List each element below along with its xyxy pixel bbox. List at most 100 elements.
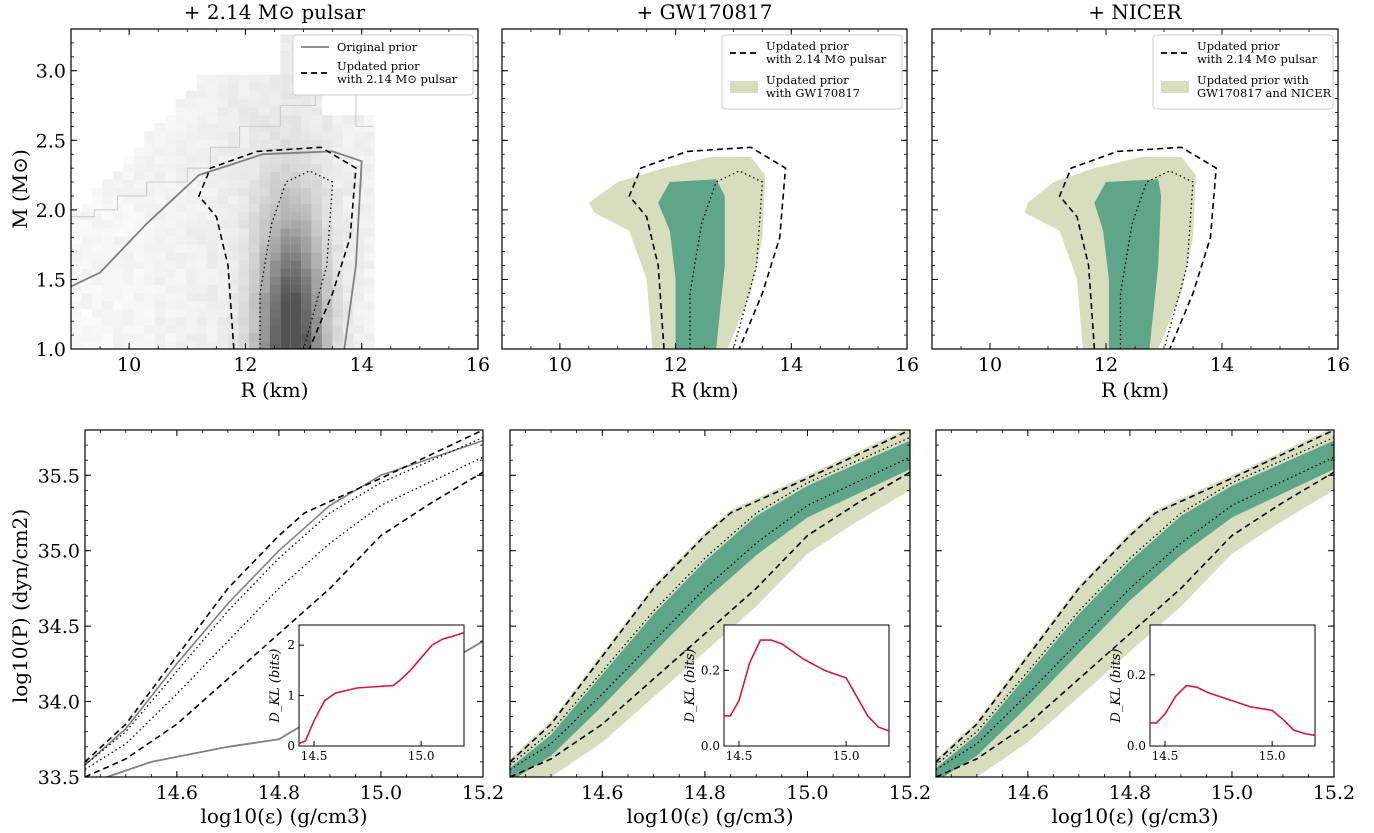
mr-pulsar-density-cell <box>91 244 103 253</box>
mr-gw-xtick-label: 12 <box>663 354 687 376</box>
mr-pulsar-density-cell <box>165 211 176 221</box>
mr-pulsar-density-cell <box>133 244 145 253</box>
mr-pulsar-density-cell <box>217 236 228 245</box>
mr-pulsar-density-cell <box>186 284 197 293</box>
mr-pulsar-density-cell <box>259 252 270 261</box>
mr-pulsar-density-cell <box>71 332 82 342</box>
mr-pulsar-density-cell <box>112 236 124 245</box>
mr-pulsar-updated-90 <box>197 146 357 350</box>
mr-pulsar-density-cell <box>238 123 249 132</box>
mr-pulsar-density-cell <box>290 155 302 164</box>
mr-pulsar-density-cell <box>144 260 155 269</box>
mr-pulsar-density-cell <box>248 308 260 318</box>
mr-pulsar-density-cell <box>81 228 92 237</box>
mr-pulsar-density-cell <box>228 139 239 148</box>
mr-pulsar-density-cell <box>343 236 354 245</box>
mr-pulsar-density-cell <box>123 292 134 302</box>
mr-pulsar-density-cell <box>248 252 260 261</box>
mr-pulsar-density-cell <box>165 300 176 310</box>
mr-pulsar-density-cell <box>238 147 249 156</box>
mr-pulsar-density-cell <box>248 203 260 213</box>
mr-pulsar-density-cell <box>269 324 281 334</box>
mr-pulsar-density-cell <box>207 324 218 334</box>
eos-nicer-xtick-label: 14.8 <box>1109 782 1151 804</box>
mr-pulsar-density-cell <box>123 268 134 277</box>
mr-pulsar-density-cell <box>217 228 228 237</box>
mr-pulsar-density-cell <box>186 179 197 189</box>
mr-pulsar-density-cell <box>311 316 323 326</box>
mr-pulsar-density-cell <box>175 179 187 189</box>
mr-pulsar-density-cell <box>238 74 249 84</box>
mr-pulsar-density-cell <box>290 308 302 318</box>
mr-pulsar-density-cell <box>332 187 344 197</box>
mr-pulsar-density-cell <box>238 292 249 302</box>
mr-pulsar-density-cell <box>133 260 145 269</box>
mr-pulsar-density-cell <box>364 276 375 285</box>
mr-pulsar-density-cell <box>290 292 302 302</box>
mr-pulsar-density-cell <box>259 300 270 310</box>
mr-pulsar-density-cell <box>217 276 228 285</box>
eos-pulsar-upper-dashed <box>85 430 483 763</box>
mr-pulsar-density-cell <box>364 155 375 164</box>
mr-gw-legend-label: Updated prior <box>766 73 849 87</box>
mr-pulsar-density-cell <box>269 332 281 342</box>
mr-pulsar-density-cell <box>332 228 344 237</box>
mr-pulsar-density-cell <box>186 107 197 116</box>
mr-pulsar-density-cell <box>269 244 281 253</box>
mr-pulsar-density-cell <box>217 74 228 84</box>
mr-pulsar-density-cell <box>343 292 354 302</box>
mr-pulsar-density-cell <box>269 131 281 140</box>
mr-pulsar-density-cell <box>207 98 218 108</box>
mr-pulsar-density-cell <box>311 268 323 277</box>
mr-pulsar-density-cell <box>332 260 344 269</box>
mr-pulsar-density-cell <box>112 300 124 310</box>
mr-pulsar-density-cell <box>154 147 166 156</box>
mr-gw-legend-box <box>721 34 903 110</box>
mr-pulsar-density-cell <box>123 220 134 229</box>
mr-pulsar-density-cell <box>311 187 323 197</box>
mr-pulsar-density-cell <box>259 147 270 156</box>
mr-pulsar-density-cell <box>123 155 134 164</box>
mr-pulsar-density-cell <box>217 155 228 164</box>
mr-pulsar-density-cell <box>364 341 375 350</box>
mr-pulsar-density-cell <box>280 292 291 302</box>
mr-pulsar-density-cell <box>248 147 260 156</box>
eos-gw-lower-dotted <box>510 456 910 771</box>
mr-pulsar-density-cell <box>175 98 187 108</box>
mr-pulsar-density-cell <box>186 324 197 334</box>
mr-gw-xtick-label: 14 <box>779 354 803 376</box>
eos-nicer-inset-ytick-label: 0.2 <box>1127 668 1146 682</box>
mr-pulsar-density-cell <box>102 252 113 261</box>
mr-pulsar-density-cell <box>165 292 176 302</box>
mr-pulsar-density-cell <box>290 236 302 245</box>
mr-pulsar-density-cell <box>144 244 155 253</box>
mr-pulsar-density-cell <box>91 332 103 342</box>
mr-pulsar-density-cell <box>228 147 239 156</box>
eos-pulsar-ylabel: log10(P) (dyn/cm2) <box>8 509 32 703</box>
mr-pulsar-density-cell <box>301 284 312 293</box>
mr-pulsar-density-cell <box>238 163 249 172</box>
mr-pulsar-density-cell <box>269 163 281 172</box>
mr-pulsar-density-cell <box>269 268 281 277</box>
mr-pulsar-density-cell <box>248 155 260 164</box>
mr-pulsar-density-cell <box>343 179 354 189</box>
mr-pulsar-density-cell <box>248 332 260 342</box>
mr-pulsar-density-cell <box>248 74 260 84</box>
mr-pulsar-density-cell <box>217 98 228 108</box>
mr-pulsar-density-cell <box>102 276 113 285</box>
mr-pulsar-density-cell <box>133 171 145 180</box>
mr-pulsar-density-cell <box>175 292 187 302</box>
mr-pulsar-density-cell <box>238 284 249 293</box>
mr-pulsar-density-cell <box>301 276 312 285</box>
mr-pulsar-density-cell <box>248 98 260 108</box>
mr-pulsar-density-cell <box>175 341 187 350</box>
mr-pulsar-density-cell <box>322 179 333 189</box>
mr-pulsar-density-cell <box>301 252 312 261</box>
eos-pulsar-lower-dashed <box>85 471 483 777</box>
mr-pulsar-density-cell <box>81 300 92 310</box>
mr-pulsar-density-cell <box>311 341 323 350</box>
mr-pulsar-density-cell <box>144 187 155 197</box>
mr-pulsar-density-cell <box>228 163 239 172</box>
mr-pulsar-density-cell <box>238 139 249 148</box>
mr-pulsar-density-cell <box>280 171 291 180</box>
